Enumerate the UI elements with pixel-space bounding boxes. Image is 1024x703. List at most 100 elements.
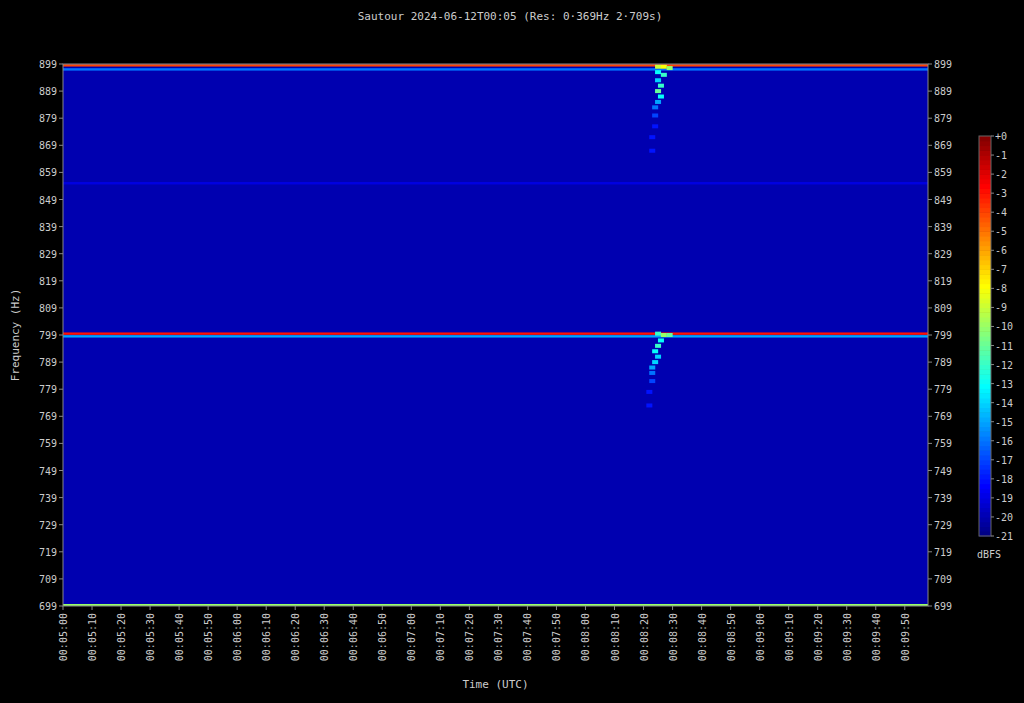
tone-line — [63, 182, 928, 184]
colorbar-tick-label: -11 — [995, 341, 1013, 352]
colorbar-segment — [979, 393, 991, 398]
colorbar-segment — [979, 493, 991, 498]
y-tick-right — [928, 389, 932, 390]
colorbar-segment — [979, 417, 991, 422]
spectrum-cell — [655, 89, 661, 93]
spectrum-cell — [667, 66, 673, 70]
x-tick — [585, 606, 586, 610]
colorbar-tick-label: -5 — [995, 226, 1007, 237]
colorbar-tick — [991, 231, 994, 232]
x-tick — [324, 606, 325, 610]
spectrum-cell — [655, 355, 661, 359]
y-tick-right — [928, 606, 932, 607]
colorbar-tick — [991, 383, 994, 384]
colorbar-segment — [979, 436, 991, 441]
colorbar-tick-label: -12 — [995, 360, 1013, 371]
spectrum-cell — [655, 65, 661, 69]
y-tick-right — [928, 524, 932, 525]
spectrum-cell — [649, 149, 655, 153]
y-tick-label: 779 — [39, 384, 57, 395]
colorbar-segment — [979, 398, 991, 403]
y-tick-right — [928, 118, 932, 119]
y-tick-label: 749 — [39, 466, 57, 477]
x-tick-label: 00:08:40 — [697, 613, 708, 661]
x-tick — [121, 606, 122, 610]
x-tick — [440, 606, 441, 610]
colorbar-segment — [979, 488, 991, 493]
colorbar-segment — [979, 179, 991, 184]
colorbar-segment — [979, 484, 991, 489]
chart: Sautour 2024-06-12T00:05 (Res: 0·369Hz 2… — [0, 0, 1024, 703]
y-tick-label-right: 849 — [934, 195, 952, 206]
x-tick-label: 00:09:20 — [813, 613, 824, 661]
x-tick — [353, 606, 354, 610]
spectrum-cell — [649, 371, 655, 375]
colorbar-segment — [979, 317, 991, 322]
colorbar-tick-label: -17 — [995, 455, 1013, 466]
y-tick-label-right: 869 — [934, 140, 952, 151]
spectrum-cell — [652, 124, 658, 128]
x-tick-label: 00:08:30 — [668, 613, 679, 661]
colorbar-segment — [979, 241, 991, 246]
colorbar-tick-label: -8 — [995, 283, 1007, 294]
y-tick-label: 719 — [39, 547, 57, 558]
colorbar-tick-label: -19 — [995, 493, 1013, 504]
colorbar-segment — [979, 279, 991, 284]
spectrum-cell — [646, 403, 652, 407]
y-tick-right — [928, 64, 932, 65]
colorbar-segment — [979, 160, 991, 165]
colorbar-segment — [979, 522, 991, 527]
colorbar-segment — [979, 188, 991, 193]
colorbar-segment — [979, 379, 991, 384]
colorbar-segment — [979, 341, 991, 346]
spectrum-cell — [649, 366, 655, 370]
colorbar-segment — [979, 246, 991, 251]
y-tick-label-right: 709 — [934, 574, 952, 585]
x-tick-label: 00:05:20 — [116, 613, 127, 661]
x-tick-label: 00:07:40 — [522, 613, 533, 661]
colorbar-tick — [991, 155, 994, 156]
colorbar-segment — [979, 450, 991, 455]
y-tick-right — [928, 551, 932, 552]
x-tick — [672, 606, 673, 610]
x-tick-label: 00:09:10 — [784, 613, 795, 661]
colorbar-tick-label: -16 — [995, 436, 1013, 447]
colorbar-segment — [979, 150, 991, 155]
y-tick-right — [928, 416, 932, 417]
tone-line — [63, 68, 928, 70]
colorbar-tick-label: -3 — [995, 188, 1007, 199]
colorbar-segment — [979, 298, 991, 303]
colorbar-tick — [991, 440, 994, 441]
colorbar-tick — [991, 402, 994, 403]
y-tick-right — [928, 335, 932, 336]
colorbar-tick-label: -7 — [995, 264, 1007, 275]
y-tick-label: 809 — [39, 303, 57, 314]
colorbar-segment — [979, 274, 991, 279]
colorbar-tick — [991, 497, 994, 498]
colorbar-tick — [991, 212, 994, 213]
x-tick — [817, 606, 818, 610]
spectrum-cell — [652, 349, 658, 353]
y-tick — [59, 470, 63, 471]
colorbar-tick-label: -6 — [995, 245, 1007, 256]
colorbar-segment — [979, 479, 991, 484]
colorbar-segment — [979, 203, 991, 208]
y-tick-label-right: 879 — [934, 113, 952, 124]
y-tick — [59, 443, 63, 444]
x-tick-label: 00:08:00 — [580, 613, 591, 661]
y-tick — [59, 524, 63, 525]
spectrum-cell — [655, 332, 661, 336]
y-tick — [59, 416, 63, 417]
colorbar-tick — [991, 345, 994, 346]
y-axis-label: Frequency (Hz) — [9, 289, 22, 382]
x-axis-label: Time (UTC) — [462, 678, 528, 691]
y-tick-label: 849 — [39, 195, 57, 206]
x-tick — [237, 606, 238, 610]
colorbar-tick-label: -1 — [995, 150, 1007, 161]
tone-line — [63, 64, 928, 66]
colorbar-tick — [991, 193, 994, 194]
colorbar-segment — [979, 322, 991, 327]
x-tick-label: 00:09:00 — [755, 613, 766, 661]
x-tick-label: 00:09:50 — [900, 613, 911, 661]
x-tick-label: 00:08:10 — [610, 613, 621, 661]
